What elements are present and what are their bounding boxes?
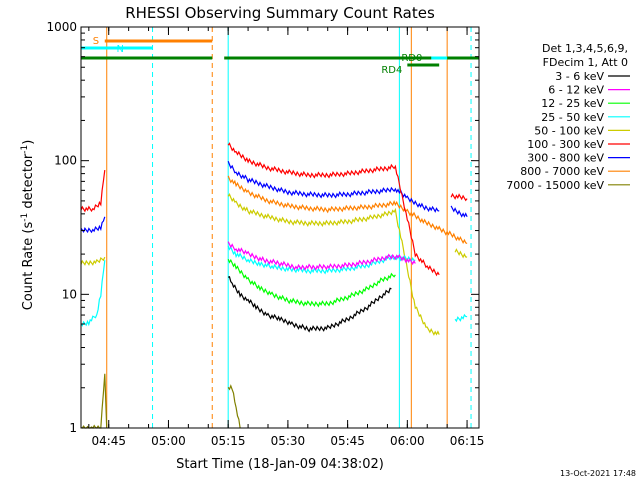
series-line-4-0 [80,256,106,266]
y-label-part-3: ) [21,140,36,145]
series-25-50-kev [80,245,468,327]
y-tick-label-1: 10 [62,287,77,301]
flag-s: S [93,36,213,47]
legend-label-4: 50 - 100 keV [534,124,604,137]
series-line-3-1 [227,245,416,275]
series-300-800-kev [80,160,468,234]
x-tick-label-5: 06:00 [390,434,425,448]
series-line-7-0 [227,175,468,245]
legend-header-line-2: FDecim 1, Att 0 [543,56,628,69]
legend-label-5: 100 - 300 keV [527,138,604,151]
series-line-2-1 [227,258,396,308]
x-tick-label-1: 05:00 [151,434,186,448]
flag-label-rd0: RD0 [401,53,422,64]
y-tick-label-2: 100 [54,154,77,168]
series-100-300-kev [80,142,468,277]
series-line-8-1 [227,384,241,429]
y-label-part-2: detector [21,153,36,213]
legend-label-6: 300 - 800 keV [527,152,604,165]
series-800-7000-kev [227,175,468,245]
y-label-sup-1: -1 [20,213,30,222]
series-line-0-1 [228,276,392,333]
series-6-12-kev [227,241,416,271]
y-label-sup-2: -1 [20,145,30,154]
y-tick-label-0: 1 [69,421,77,435]
series-3-6-kev [228,276,392,333]
x-axis-label: Start Time (18-Jan-09 04:38:02) [176,457,384,472]
series-line-6-2 [450,205,468,218]
y-label-part-1: Count Rate (s [21,222,36,311]
series-line-3-0 [80,260,106,327]
x-tick-label-0: 04:45 [91,434,126,448]
series-line-5-0 [80,170,106,213]
legend-label-3: 25 - 50 keV [541,111,604,124]
y-tick-label-3: 1000 [46,20,77,34]
legend-label-1: 6 - 12 keV [548,84,604,97]
series-line-6-0 [80,216,106,234]
series-line-1-0 [227,241,416,271]
series-line-4-1 [227,193,440,336]
series-7000-15000-kev [80,373,241,429]
series-line-4-2 [454,248,468,259]
flag-label-rd4: RD4 [381,65,402,76]
flag-n: N [81,44,153,55]
legend-header-line-1: Det 1,3,4,5,6,9, [542,42,628,55]
flag-label-s: S [93,36,99,47]
legend-label-8: 7000 - 15000 keV [506,179,604,192]
series-line-5-2 [450,192,468,202]
series-line-8-0 [80,373,108,429]
series-line-3-2 [454,313,468,323]
flag-rd4: RD4 [381,63,440,76]
legend-label-0: 3 - 6 keV [555,70,604,83]
x-tick-label-3: 05:30 [271,434,306,448]
y-axis-label: Count Rate (s-1 detector-1) [20,140,36,311]
series-50-100-kev [80,193,468,336]
footer-date: 13-Oct-2021 17:48 [560,469,636,478]
series-line-5-1 [227,142,440,277]
x-tick-label-4: 05:45 [330,434,365,448]
chart-title: RHESSI Observing Summary Count Rates [125,4,435,22]
x-tick-label-6: 06:15 [450,434,485,448]
legend-label-7: 800 - 7000 keV [520,165,604,178]
x-tick-label-2: 05:15 [211,434,246,448]
flag-rd0: RD0 [81,53,479,64]
series-line-6-1 [227,160,440,213]
legend-label-2: 12 - 25 keV [541,97,604,110]
plot-frame [80,26,480,429]
flag-label-n: N [117,44,124,55]
series-12-25-kev [227,258,396,308]
